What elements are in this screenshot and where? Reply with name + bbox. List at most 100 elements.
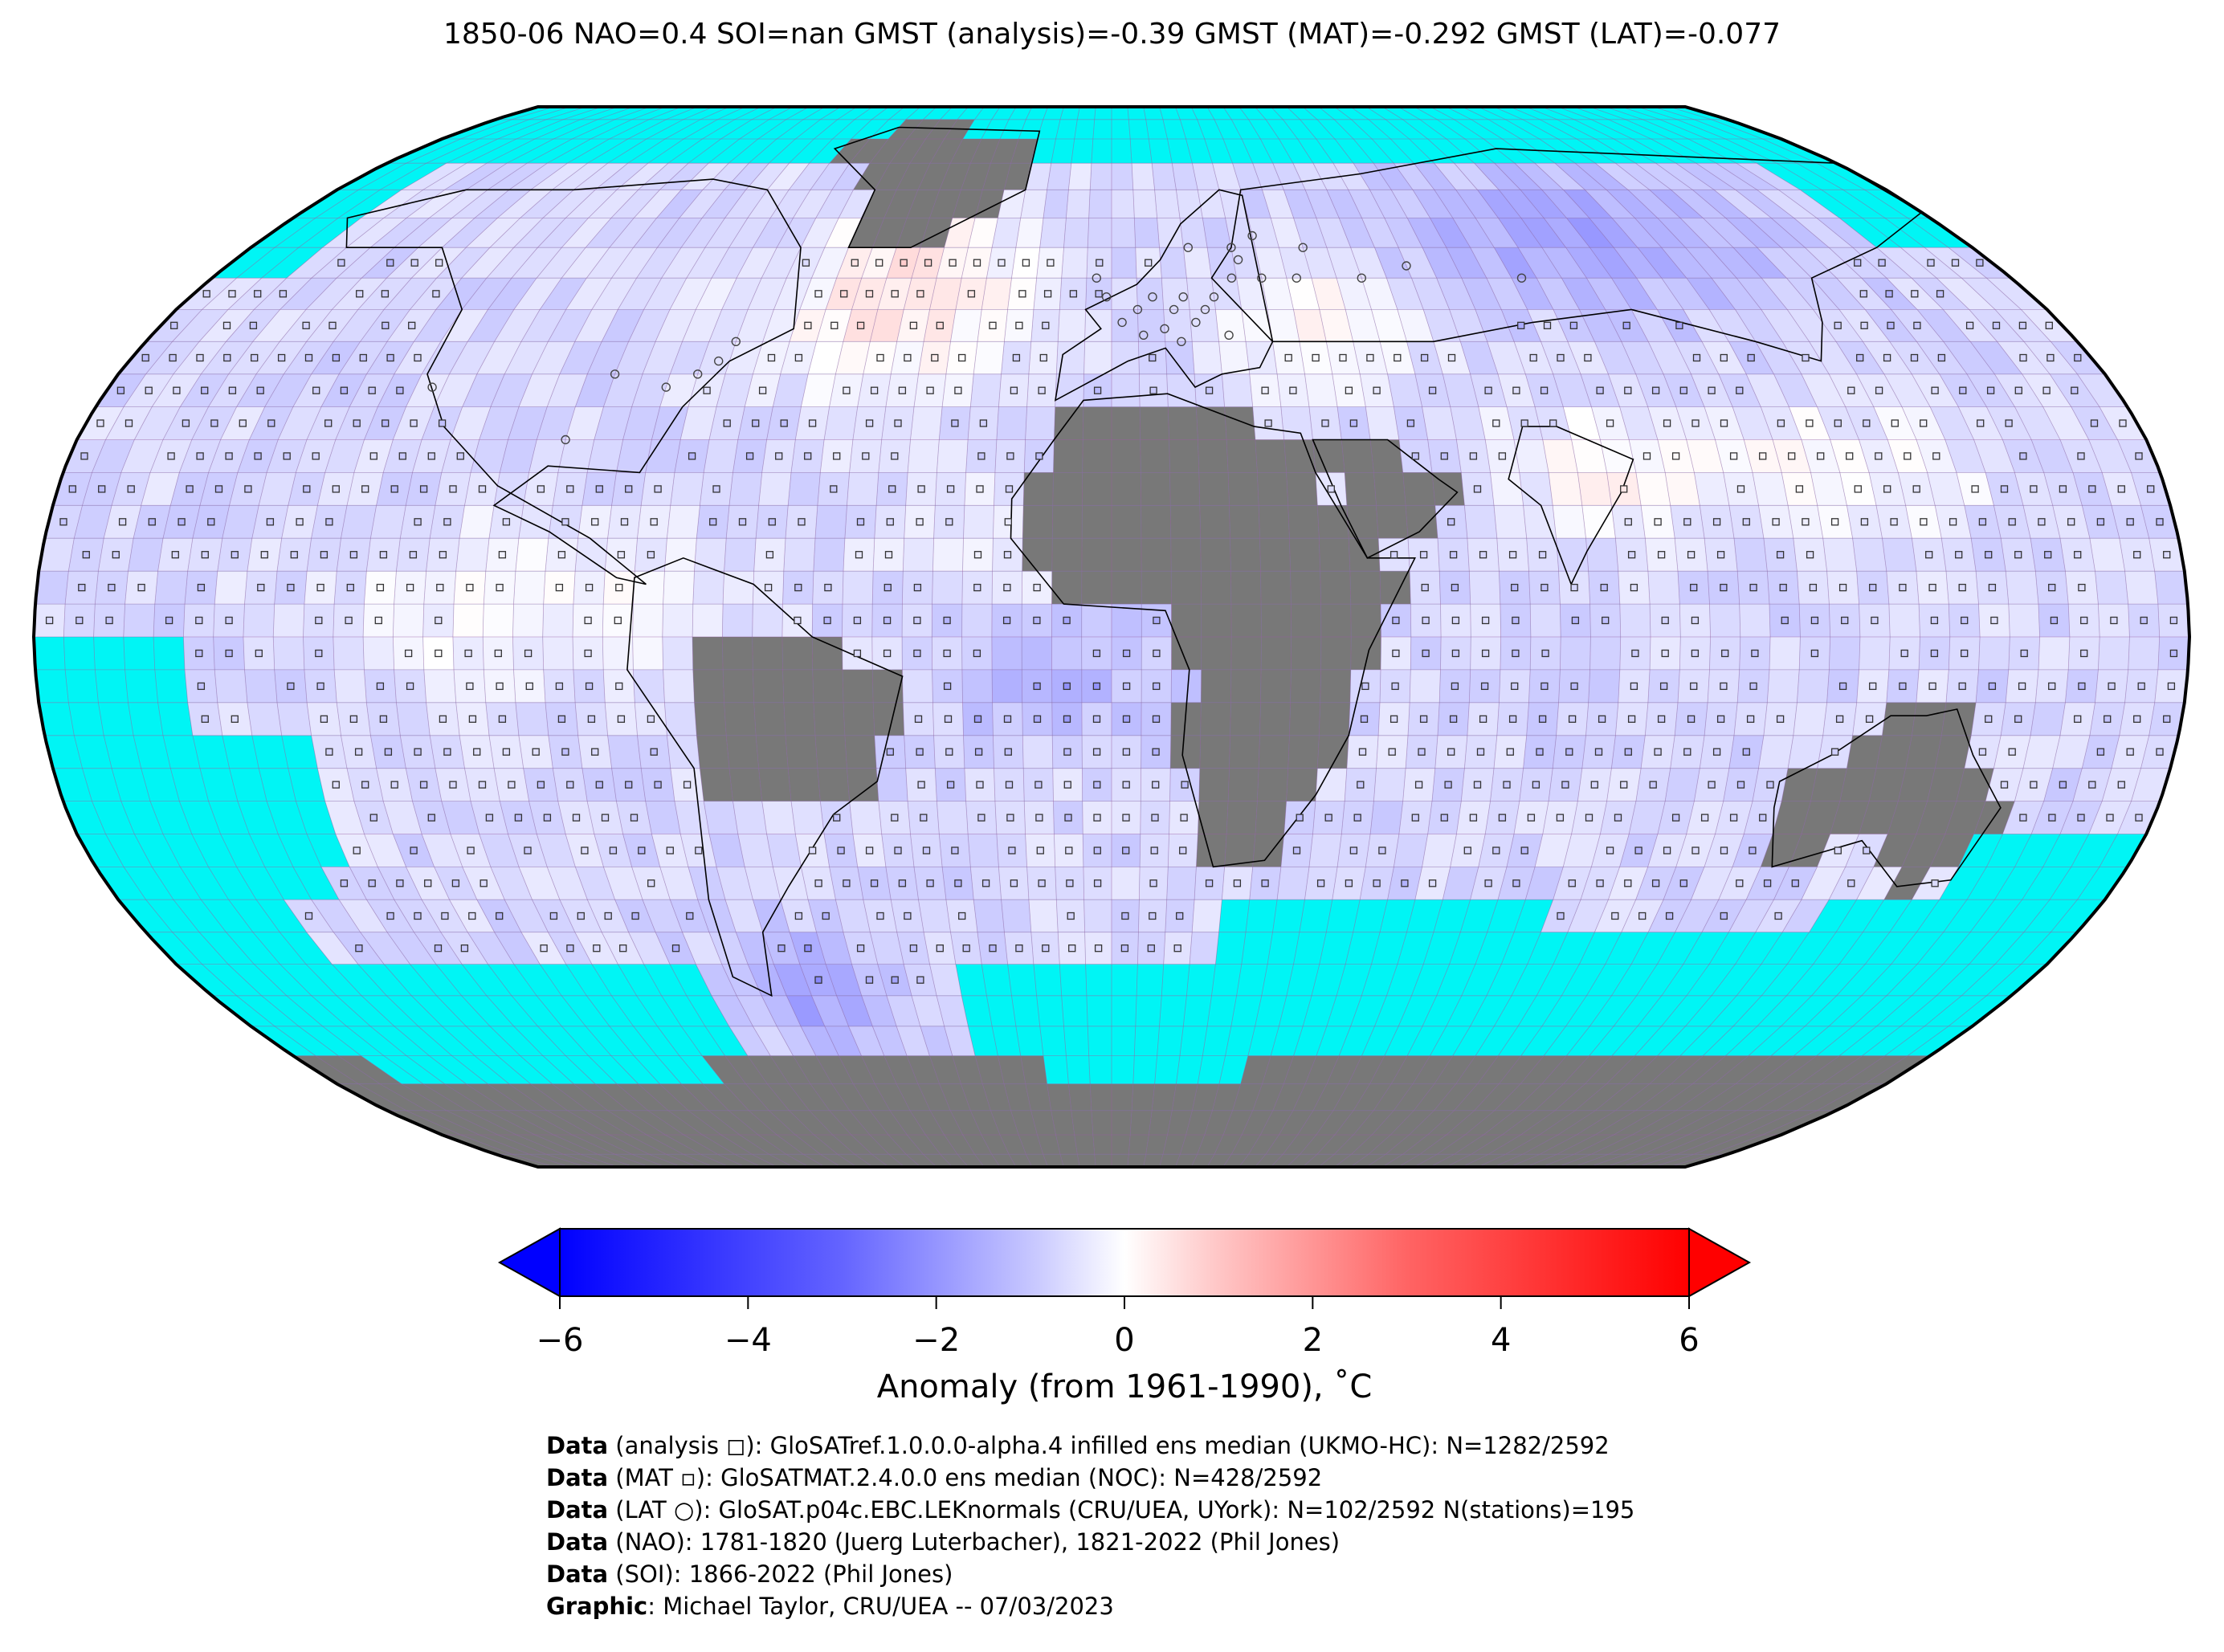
analysis-marker (1063, 616, 1071, 625)
analysis-marker (1538, 551, 1547, 559)
land-missing-cell (512, 1154, 570, 1167)
analysis-marker (1042, 321, 1050, 329)
analysis-marker (1691, 649, 1700, 658)
analysis-marker (1421, 583, 1429, 592)
anomaly-cell (396, 702, 431, 736)
analysis-marker (1708, 386, 1716, 394)
analysis-marker (1976, 259, 1984, 267)
analysis-marker (1484, 386, 1492, 394)
analysis-marker (1736, 485, 1745, 493)
analysis-marker (1015, 321, 1023, 329)
lat-station-marker (1169, 304, 1179, 315)
analysis-marker (1004, 518, 1012, 526)
analysis-marker (593, 944, 601, 952)
anomaly-cell (1525, 867, 1564, 900)
analysis-marker (105, 616, 113, 625)
anomaly-cell (2023, 735, 2060, 769)
anomaly-cell (1090, 163, 1112, 190)
land-missing-cell (1168, 406, 1198, 440)
land-missing-cell (1260, 669, 1292, 703)
analysis-marker (2117, 485, 2125, 493)
land-missing-cell (1141, 538, 1172, 572)
land-missing-cell (1198, 472, 1230, 506)
analysis-marker (231, 551, 239, 559)
analysis-marker (1630, 583, 1638, 592)
anomaly-cell (1728, 899, 1774, 932)
land-missing-cell (508, 1083, 568, 1111)
analysis-marker (683, 781, 692, 789)
anomaly-cell (1333, 163, 1370, 190)
analysis-marker (1928, 682, 1936, 691)
anomaly-cell (1353, 163, 1392, 190)
land-missing-cell (1419, 1135, 1466, 1155)
analysis-marker (1869, 682, 1877, 691)
lat-station-marker (1101, 292, 1112, 302)
analysis-marker (2042, 386, 2051, 394)
analysis-marker (255, 649, 263, 658)
land-missing-cell (728, 1110, 777, 1135)
anomaly-cell (1691, 867, 1733, 900)
anomaly-cell (306, 278, 362, 310)
anomaly-cell (1739, 604, 1771, 637)
land-missing-cell (1541, 1055, 1589, 1084)
anomaly-cell (973, 341, 1005, 374)
anomaly-cell (1732, 406, 1773, 440)
analysis-marker (1810, 616, 1819, 625)
land-missing-cell (939, 163, 971, 190)
anomaly-cell (692, 604, 724, 637)
anomaly-cell (745, 163, 790, 190)
land-missing-cell (1289, 538, 1320, 572)
analysis-marker (414, 518, 422, 526)
land-missing-cell (722, 637, 753, 670)
anomaly-cell (634, 190, 682, 218)
analysis-marker (414, 748, 422, 756)
analysis-marker (1712, 748, 1721, 756)
analysis-marker (1321, 419, 1329, 427)
anomaly-cell (910, 406, 943, 440)
analysis-marker (775, 452, 783, 460)
analysis-marker (833, 814, 841, 822)
anomaly-cell (696, 964, 737, 996)
land-missing-cell (1317, 1135, 1354, 1155)
anomaly-cell (1686, 439, 1724, 473)
land-missing-cell (1167, 1110, 1193, 1135)
land-missing-cell (1822, 1055, 1885, 1084)
land-missing-cell (1255, 439, 1287, 473)
anomaly-cell (594, 406, 632, 440)
land-missing-cell (1200, 702, 1231, 736)
anomaly-cell (903, 538, 934, 572)
analysis-marker (630, 814, 639, 822)
land-missing-cell (1373, 1083, 1413, 1111)
analysis-marker (1860, 518, 1869, 526)
anomaly-cell (1165, 341, 1195, 374)
analysis-marker (973, 259, 981, 267)
coastline-namerica (345, 178, 802, 585)
analysis-marker (197, 583, 206, 592)
analysis-marker (266, 518, 275, 526)
analysis-marker (1394, 353, 1402, 362)
analysis-marker (1005, 485, 1014, 493)
analysis-marker (804, 944, 812, 952)
anomaly-cell (767, 163, 810, 190)
land-missing-cell (1239, 1154, 1266, 1167)
analysis-marker (1512, 386, 1520, 394)
analysis-marker (524, 846, 532, 855)
analysis-marker (709, 518, 717, 526)
analysis-marker (353, 846, 361, 855)
analysis-marker (1596, 386, 1604, 394)
land-missing-cell (1725, 1110, 1798, 1135)
anomaly-cell (694, 538, 727, 572)
land-missing-cell (1520, 1110, 1576, 1135)
colorbar-tick-label: 2 (1303, 1322, 1323, 1359)
land-missing-cell (1927, 768, 1965, 802)
anomaly-cell (422, 163, 487, 190)
analysis-marker (2074, 353, 2082, 362)
anomaly-cell (1859, 637, 1891, 670)
anomaly-cell (1414, 163, 1456, 190)
land-missing-cell (1334, 1110, 1374, 1135)
analysis-marker (1584, 353, 1592, 362)
analysis-marker (1036, 846, 1044, 855)
land-missing-cell (1023, 472, 1054, 506)
credit-soi: Data (SOI): 1866-2022 (Phil Jones) (546, 1560, 953, 1588)
analysis-marker (2048, 814, 2056, 822)
